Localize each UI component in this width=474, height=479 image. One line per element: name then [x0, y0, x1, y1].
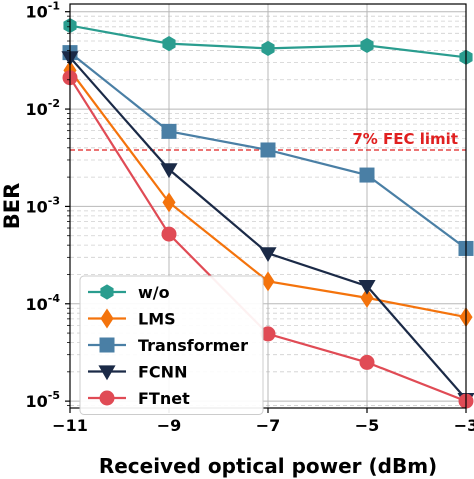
- legend-item: FTnet: [88, 389, 190, 408]
- x-tick-label: −5: [355, 416, 380, 435]
- data-point: [160, 163, 178, 179]
- x-axis-label: Received optical power (dBm): [99, 454, 437, 478]
- data-point: [162, 36, 176, 52]
- data-point: [161, 226, 177, 242]
- legend-label: w/o: [138, 283, 170, 302]
- legend-label: LMS: [138, 310, 176, 329]
- data-point: [360, 37, 374, 54]
- legend-item: Transformer: [88, 336, 248, 355]
- annotations: 7% FEC limit: [70, 130, 466, 151]
- series-fcnn: [61, 51, 474, 408]
- data-point: [161, 123, 177, 139]
- x-tick-label: −9: [157, 416, 182, 435]
- legend-marker: [98, 365, 116, 381]
- y-tick-label: 10-3: [26, 194, 61, 216]
- data-point: [359, 354, 375, 370]
- data-point: [261, 271, 275, 292]
- series-layer: [61, 18, 474, 409]
- x-tick-label: −7: [256, 416, 281, 435]
- fec-limit-label: 7% FEC limit: [352, 130, 458, 148]
- legend-marker: [99, 337, 115, 353]
- data-point: [359, 167, 375, 183]
- data-point: [360, 287, 374, 308]
- y-tick-label: 10-4: [26, 292, 61, 314]
- y-axis-label: BER: [0, 183, 24, 230]
- series-w-o: [63, 18, 473, 65]
- data-point: [358, 279, 376, 295]
- data-point: [260, 142, 276, 158]
- data-point: [162, 192, 176, 213]
- legend: w/o LMS Transformer FCNN FTnet: [79, 275, 264, 415]
- series-ftnet: [62, 70, 474, 409]
- legend-box: [79, 275, 264, 415]
- y-tick-label: 10-5: [26, 389, 61, 411]
- legend-label: Transformer: [138, 336, 248, 355]
- legend-marker: [100, 308, 114, 329]
- legend-item: LMS: [88, 308, 176, 329]
- data-point: [261, 40, 275, 56]
- legend-marker: [100, 284, 114, 300]
- data-point: [259, 247, 277, 262]
- legend-item: FCNN: [88, 363, 187, 382]
- y-tick-label: 10-1: [26, 0, 61, 22]
- x-tick-label: −11: [52, 416, 88, 435]
- legend-marker: [99, 390, 115, 406]
- legend-item: w/o: [88, 283, 170, 302]
- y-tick-label: 10-2: [26, 97, 61, 119]
- legend-label: FCNN: [138, 363, 187, 382]
- x-tick-label: −3: [454, 416, 474, 435]
- ticks: −11 −9 −7 −5 −3 10-1 10-2 10-3 10-4 10-5: [26, 0, 474, 435]
- legend-label: FTnet: [138, 389, 190, 408]
